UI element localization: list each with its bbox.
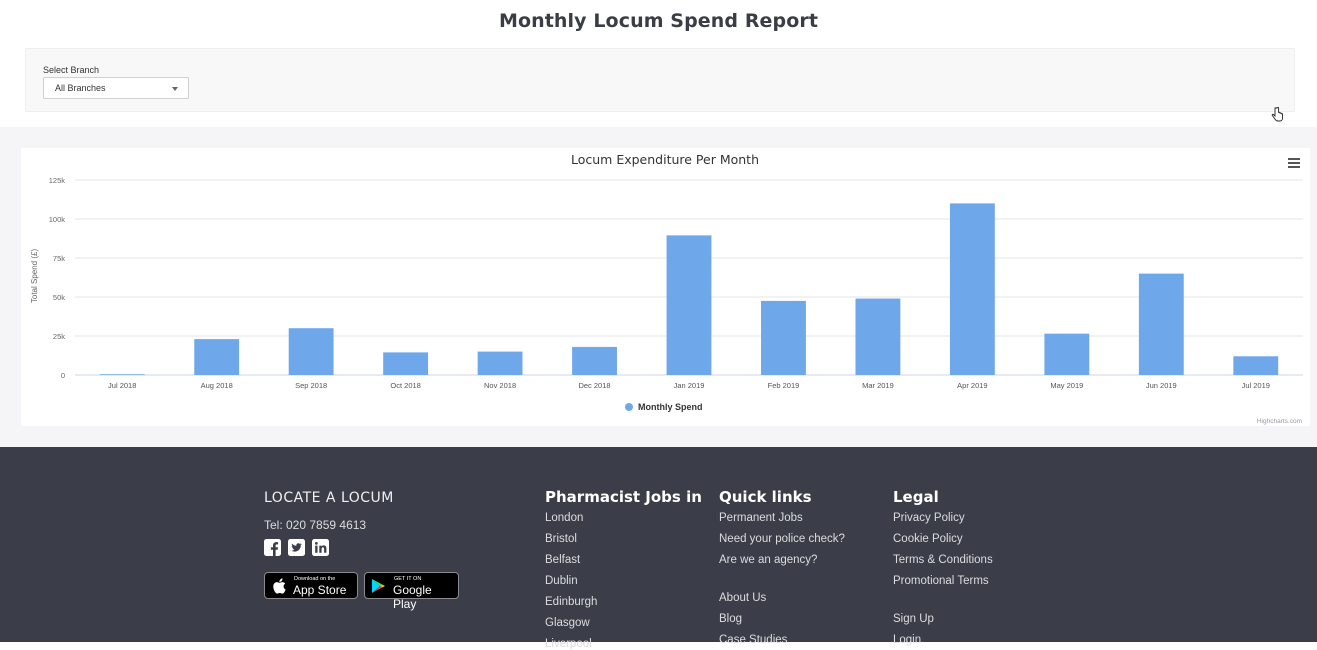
x-tick-label: Jan 2019 (674, 381, 705, 390)
footer-legal-link[interactable]: Privacy Policy (893, 512, 965, 524)
y-tick-label: 25k (53, 332, 65, 341)
footer-legal-link[interactable]: Sign Up (893, 613, 934, 625)
google-play-icon (372, 579, 385, 593)
footer-quick-link[interactable]: Permanent Jobs (719, 512, 803, 524)
footer-jobs-link[interactable]: Liverpool (545, 638, 592, 650)
hand-pointer-icon (1271, 107, 1283, 122)
footer-quick-link[interactable]: Case Studies (719, 634, 788, 646)
footer-legal-link[interactable]: Login (893, 634, 922, 646)
bar[interactable] (1138, 273, 1184, 375)
x-tick-label: Apr 2019 (957, 381, 987, 390)
x-tick-label: May 2019 (1050, 381, 1083, 390)
x-tick-label: Jul 2018 (108, 381, 136, 390)
footer: LOCATE A LOCUM Tel: 020 7859 4613 Downlo… (0, 447, 1317, 650)
footer-jobs-link[interactable]: Dublin (545, 575, 578, 587)
bar[interactable] (194, 339, 240, 375)
footer-jobs-link[interactable]: Glasgow (545, 617, 590, 629)
linkedin-icon[interactable] (312, 539, 329, 556)
page-title: Monthly Locum Spend Report (498, 10, 819, 32)
x-tick-label: Mar 2019 (862, 381, 894, 390)
bar[interactable] (477, 351, 523, 375)
facebook-icon[interactable] (264, 539, 281, 556)
apple-icon (273, 578, 286, 594)
legend-marker (625, 403, 633, 411)
footer-brand: LOCATE A LOCUM (264, 490, 394, 506)
filter-panel: Select Branch All Branches (25, 48, 1295, 112)
bar[interactable] (761, 300, 806, 375)
branch-select-value: All Branches (55, 83, 106, 93)
footer-legal-link[interactable]: Cookie Policy (893, 533, 963, 545)
footer-legal-link[interactable]: Terms & Conditions (893, 554, 993, 566)
legend-label: Monthly Spend (638, 402, 703, 412)
footer-jobs-link[interactable]: Belfast (545, 554, 581, 566)
footer-jobs-link[interactable]: Edinburgh (545, 596, 598, 608)
google-play-small-text: GET IT ON (394, 576, 422, 582)
bar[interactable] (1044, 333, 1090, 375)
footer-phone[interactable]: Tel: 020 7859 4613 (264, 518, 367, 532)
x-tick-label: Dec 2018 (578, 381, 610, 390)
x-tick-label: Jun 2019 (1146, 381, 1177, 390)
app-store-button[interactable]: Download on the App Store (264, 572, 358, 599)
bar[interactable] (1233, 356, 1279, 375)
x-tick-label: Jul 2019 (1242, 381, 1270, 390)
app-store-big-text: App Store (293, 583, 347, 597)
bar[interactable] (99, 374, 145, 376)
bar[interactable] (288, 328, 334, 375)
twitter-icon[interactable] (288, 539, 305, 556)
footer-quick-link[interactable]: Need your police check? (719, 533, 845, 545)
footer-jobs-link[interactable]: London (545, 512, 584, 524)
y-tick-label: 100k (49, 215, 66, 224)
chart-title: Locum Expenditure Per Month (571, 152, 759, 167)
bar[interactable] (572, 346, 617, 375)
bar[interactable] (383, 352, 429, 375)
footer-quick-link[interactable]: Blog (719, 613, 743, 625)
footer-quick-link[interactable]: About Us (719, 592, 767, 604)
x-tick-label: Nov 2018 (484, 381, 516, 390)
footer-jobs-heading: Pharmacist Jobs in (545, 488, 702, 506)
x-tick-label: Oct 2018 (390, 381, 420, 390)
caret-down-icon (172, 87, 178, 91)
x-tick-label: Feb 2019 (768, 381, 800, 390)
chart-card: Locum Expenditure Per Month 0 25k 50k 75k 10… (21, 148, 1310, 426)
x-tick-label: Aug 2018 (201, 381, 233, 390)
y-tick-label: 125k (49, 176, 66, 185)
x-tick-label: Sep 2018 (295, 381, 327, 390)
bar[interactable] (855, 298, 901, 375)
chart-credit[interactable]: Highcharts.com (1257, 418, 1302, 425)
footer-legal-link[interactable]: Promotional Terms (893, 575, 989, 587)
y-axis-label: Total Spend (£) (30, 249, 39, 304)
branch-select-label: Select Branch (43, 65, 100, 75)
footer-quick-links-heading: Quick links (719, 488, 812, 506)
bar[interactable] (949, 203, 995, 375)
y-tick-label: 0 (61, 371, 65, 380)
y-tick-label: 75k (53, 254, 65, 263)
locum-expenditure-chart: Locum Expenditure Per Month 0 25k 50k 75k 10… (30, 152, 1303, 425)
chart-menu-icon[interactable] (1288, 158, 1300, 168)
app-store-small-text: Download on the (294, 576, 336, 582)
footer-jobs-link[interactable]: Bristol (545, 533, 577, 545)
google-play-button[interactable]: GET IT ON Google Play (364, 572, 459, 611)
branch-select[interactable]: All Branches (43, 77, 189, 99)
google-play-big-text: Google Play (393, 583, 432, 611)
footer-quick-link[interactable]: Are we an agency? (719, 554, 818, 566)
y-tick-label: 50k (53, 293, 65, 302)
footer-legal-heading: Legal (893, 488, 939, 506)
bar[interactable] (666, 235, 712, 375)
chart-legend-item[interactable]: Monthly Spend (625, 402, 703, 412)
